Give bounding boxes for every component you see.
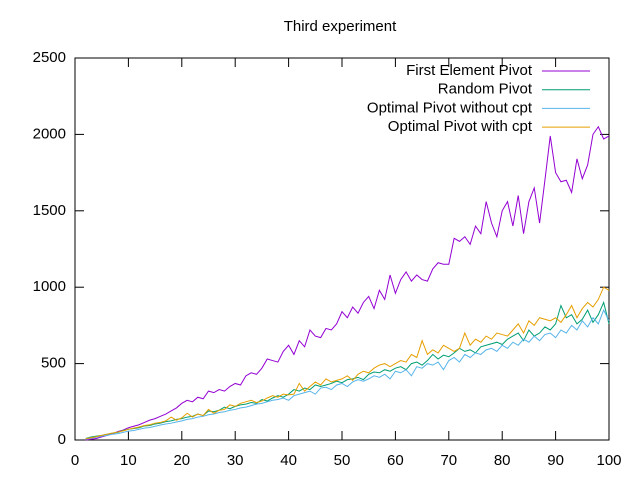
y-tick-label: 500	[41, 355, 66, 372]
chart-title: Third experiment	[284, 18, 397, 35]
y-tick-label: 2000	[33, 125, 66, 142]
series-line	[85, 308, 610, 440]
x-tick-label: 10	[120, 452, 137, 469]
y-tick-label: 2500	[33, 49, 66, 66]
x-tick-label: 50	[334, 452, 351, 469]
y-tick-label: 0	[58, 431, 66, 448]
x-tick-label: 100	[596, 452, 621, 469]
x-tick-label: 40	[280, 452, 297, 469]
x-tick-label: 0	[71, 452, 79, 469]
x-tick-label: 20	[173, 452, 190, 469]
x-tick-label: 30	[227, 452, 244, 469]
legend-label: Random Pivot	[438, 81, 533, 98]
legend-label: Optimal Pivot with cpt	[388, 118, 533, 135]
legend-label: Optimal Pivot without cpt	[367, 99, 533, 116]
x-tick-label: 90	[547, 452, 564, 469]
x-tick-label: 60	[387, 452, 404, 469]
series-line	[85, 125, 610, 441]
series-line	[85, 286, 610, 440]
x-tick-label: 70	[440, 452, 457, 469]
y-tick-label: 1000	[33, 278, 66, 295]
legend-label: First Element Pivot	[406, 62, 533, 79]
y-tick-label: 1500	[33, 202, 66, 219]
x-tick-label: 80	[494, 452, 511, 469]
series-line	[85, 300, 610, 439]
